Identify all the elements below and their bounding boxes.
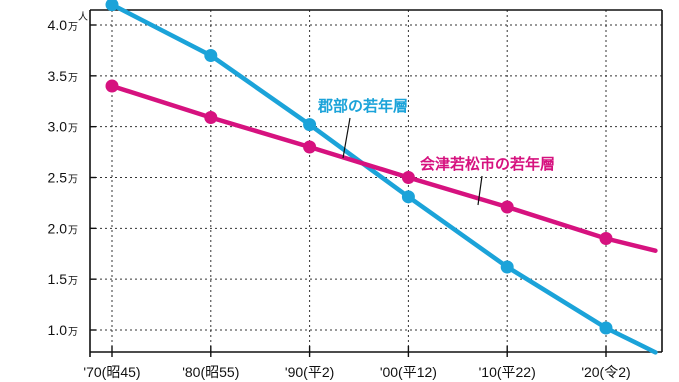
y-tick-label: 3.0 — [48, 119, 68, 135]
series-point-0 — [105, 0, 119, 12]
x-tick-label: '20(令2) — [581, 364, 630, 380]
y-tick-unit: 万 — [68, 175, 78, 186]
magenta-series-callout — [477, 175, 483, 206]
y-tick-label: 1.0 — [48, 322, 68, 338]
y-tick-label: 2.0 — [48, 220, 68, 236]
series-point-1 — [500, 200, 514, 214]
x-tick-label: '00(平12) — [380, 364, 437, 380]
magenta-series-label: 会津若松市の若年層 — [420, 155, 555, 173]
y-tick-label: 2.5 — [48, 170, 68, 186]
x-tick-label: '10(平22) — [479, 364, 536, 380]
series-point-0 — [204, 49, 218, 62]
y-tick-unit: 万 — [68, 225, 78, 236]
y-ticks: 1.0 万1.5 万2.0 万2.5 万3.0 万3.5 万4.0 万 — [48, 17, 96, 338]
series-point-0 — [599, 321, 613, 335]
y-tick-label: 4.0 — [48, 17, 68, 33]
series-point-0 — [303, 118, 317, 132]
series-point-1 — [105, 79, 119, 93]
series-point-0 — [401, 190, 415, 204]
y-axis-label: 人 — [78, 11, 88, 23]
grid — [90, 10, 662, 352]
series-point-0 — [500, 260, 514, 274]
y-tick-label: 3.5 — [48, 68, 68, 84]
series-point-1 — [599, 232, 613, 245]
y-tick-label: 1.5 — [48, 271, 68, 287]
x-tick-label: '70(昭45) — [83, 364, 140, 380]
blue-series-label: 郡部の若年層 — [317, 97, 408, 115]
x-tick-label: '90(平2) — [285, 364, 334, 380]
y-tick-unit: 万 — [68, 73, 78, 84]
x-tick-label: '80(昭55) — [182, 364, 239, 380]
series-labels: 郡部の若年層 会津若松市の若年層 — [317, 97, 555, 206]
y-tick-unit: 万 — [68, 327, 78, 338]
y-tick-unit: 万 — [68, 22, 78, 33]
y-tick-unit: 万 — [68, 124, 78, 135]
axes: 人 — [78, 9, 663, 357]
blue-series-callout — [342, 117, 351, 159]
x-ticks: '70(昭45) '80(昭55) '90(平2) '00(平12) '10(平22) '… — [83, 346, 631, 380]
y-tick-unit: 万 — [68, 276, 78, 287]
series-line-0 — [109, 2, 658, 355]
series-point-1 — [204, 111, 218, 125]
series-point-1 — [401, 171, 415, 184]
series — [105, 0, 658, 355]
series-point-1 — [303, 140, 317, 154]
